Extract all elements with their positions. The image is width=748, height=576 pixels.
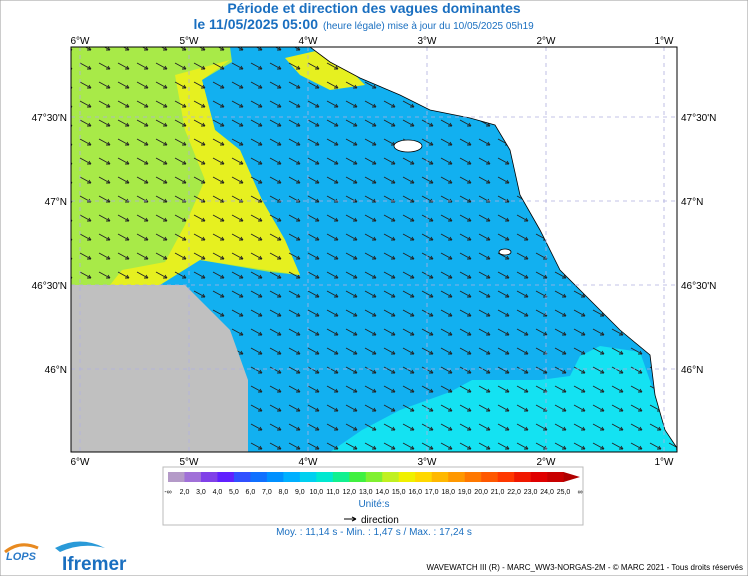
colorbar-label: 20,0 [474, 489, 488, 496]
date: le 11/05/2025 05:00 [193, 16, 318, 32]
lat-label: 46°N [45, 365, 67, 376]
colorbar-segment [168, 472, 185, 482]
lon-label: 6°W [71, 457, 91, 468]
lon-label: 1°W [655, 457, 675, 468]
colorbar-label: 16,0 [408, 489, 422, 496]
colorbar-segment [365, 472, 383, 482]
lon-label: 2°W [537, 457, 557, 468]
colorbar-segment [382, 472, 400, 482]
graticule [71, 47, 677, 452]
lat-label: 47°N [45, 197, 67, 208]
colorbar-segment [514, 472, 531, 482]
ifremer: Ifremer [62, 554, 127, 575]
colorbar-segment [415, 472, 432, 482]
colorbar-label: 11,0 [326, 489, 339, 496]
colorbar-label: -∞ [164, 489, 171, 496]
credit: WAVEWATCH III (R) - MARC_WW3-NORGAS-2M -… [427, 563, 743, 572]
colorbar-segment [316, 472, 334, 482]
colorbar-segment [448, 472, 465, 482]
colorbar-segment [266, 472, 284, 482]
lon-label: 5°W [180, 457, 200, 468]
colorbar-segment [497, 472, 515, 482]
lat-label: 47°30'N [32, 113, 67, 124]
colorbar-label: 22,0 [507, 489, 521, 496]
lat-label: 46°30'N [681, 281, 716, 292]
colorbar-label: 5,0 [229, 489, 239, 496]
colorbar-label: 19,0 [458, 489, 472, 496]
colorbar-label: 24,0 [540, 489, 554, 496]
colorbar-segment [217, 472, 235, 482]
update-note: (heure légale) mise à jour du 10/05/2025… [323, 21, 534, 32]
direction-arrowhead [351, 516, 357, 522]
colorbar-label: 15,0 [392, 489, 406, 496]
unit: Unité:s [358, 499, 389, 510]
colorbar-segment [283, 472, 301, 482]
colorbar-segment [349, 472, 367, 482]
lat-label: 47°N [681, 197, 703, 208]
colorbar-label: ∞ [578, 489, 583, 496]
colorbar-label: 13,0 [359, 489, 373, 496]
lon-label: 2°W [537, 36, 557, 47]
colorbar-segment [431, 472, 449, 482]
lon-label: 4°W [299, 457, 319, 468]
map [71, 47, 677, 452]
lops-logo [4, 543, 39, 554]
land [309, 47, 677, 449]
island [393, 139, 423, 153]
lon-label: 3°W [418, 36, 438, 47]
colorbar-segment [464, 472, 482, 482]
colorbar-label: 8,0 [278, 489, 288, 496]
colorbar-label: 12,0 [342, 489, 356, 496]
lat-label: 46°N [681, 365, 703, 376]
colorbar-label: 18,0 [441, 489, 455, 496]
stats: Moy. : 11,14 s - Min. : 1,47 s / Max. : … [276, 527, 472, 538]
colorbar-label: 4,0 [213, 489, 223, 496]
colorbar-label: 9,0 [295, 489, 305, 496]
lon-label: 3°W [418, 457, 438, 468]
colorbar-label: 21,0 [491, 489, 505, 496]
colorbar-segment [233, 472, 251, 482]
map-frame [70, 46, 678, 453]
ifremer-logo [55, 541, 105, 552]
colorbar-label: 6,0 [246, 489, 256, 496]
colorbar-label: 2,0 [180, 489, 190, 496]
title: Période et direction des vagues dominant… [227, 0, 521, 16]
lat-label: 47°30'N [681, 113, 716, 124]
colorbar-end [563, 472, 580, 482]
colorbar-label: 25,0 [557, 489, 571, 496]
lops: LOPS [6, 551, 37, 563]
colorbar-segment [200, 472, 218, 482]
colorbar-segment [481, 472, 498, 482]
colorbar-segment [332, 472, 350, 482]
colorbar-label: 10,0 [310, 489, 324, 496]
colorbar-label: 3,0 [196, 489, 206, 496]
direction-label: direction [361, 515, 399, 526]
lat-label: 46°30'N [32, 281, 67, 292]
colorbar-label: 23,0 [524, 489, 538, 496]
colorbar-label: 7,0 [262, 489, 272, 496]
island [498, 248, 512, 256]
colorbar-segment [530, 472, 548, 482]
colorbar-segment [547, 472, 564, 482]
lon-label: 5°W [180, 36, 200, 47]
no-data [71, 285, 248, 452]
lon-label: 4°W [299, 36, 319, 47]
lon-label: 6°W [71, 36, 91, 47]
colorbar-segment [398, 472, 416, 482]
colorbar-label: 17,0 [425, 489, 439, 496]
colorbar-segment [299, 472, 317, 482]
lon-label: 1°W [655, 36, 675, 47]
colorbar-segment [250, 472, 268, 482]
colorbar-segment [184, 472, 202, 482]
colorbar-label: 14,0 [375, 489, 389, 496]
